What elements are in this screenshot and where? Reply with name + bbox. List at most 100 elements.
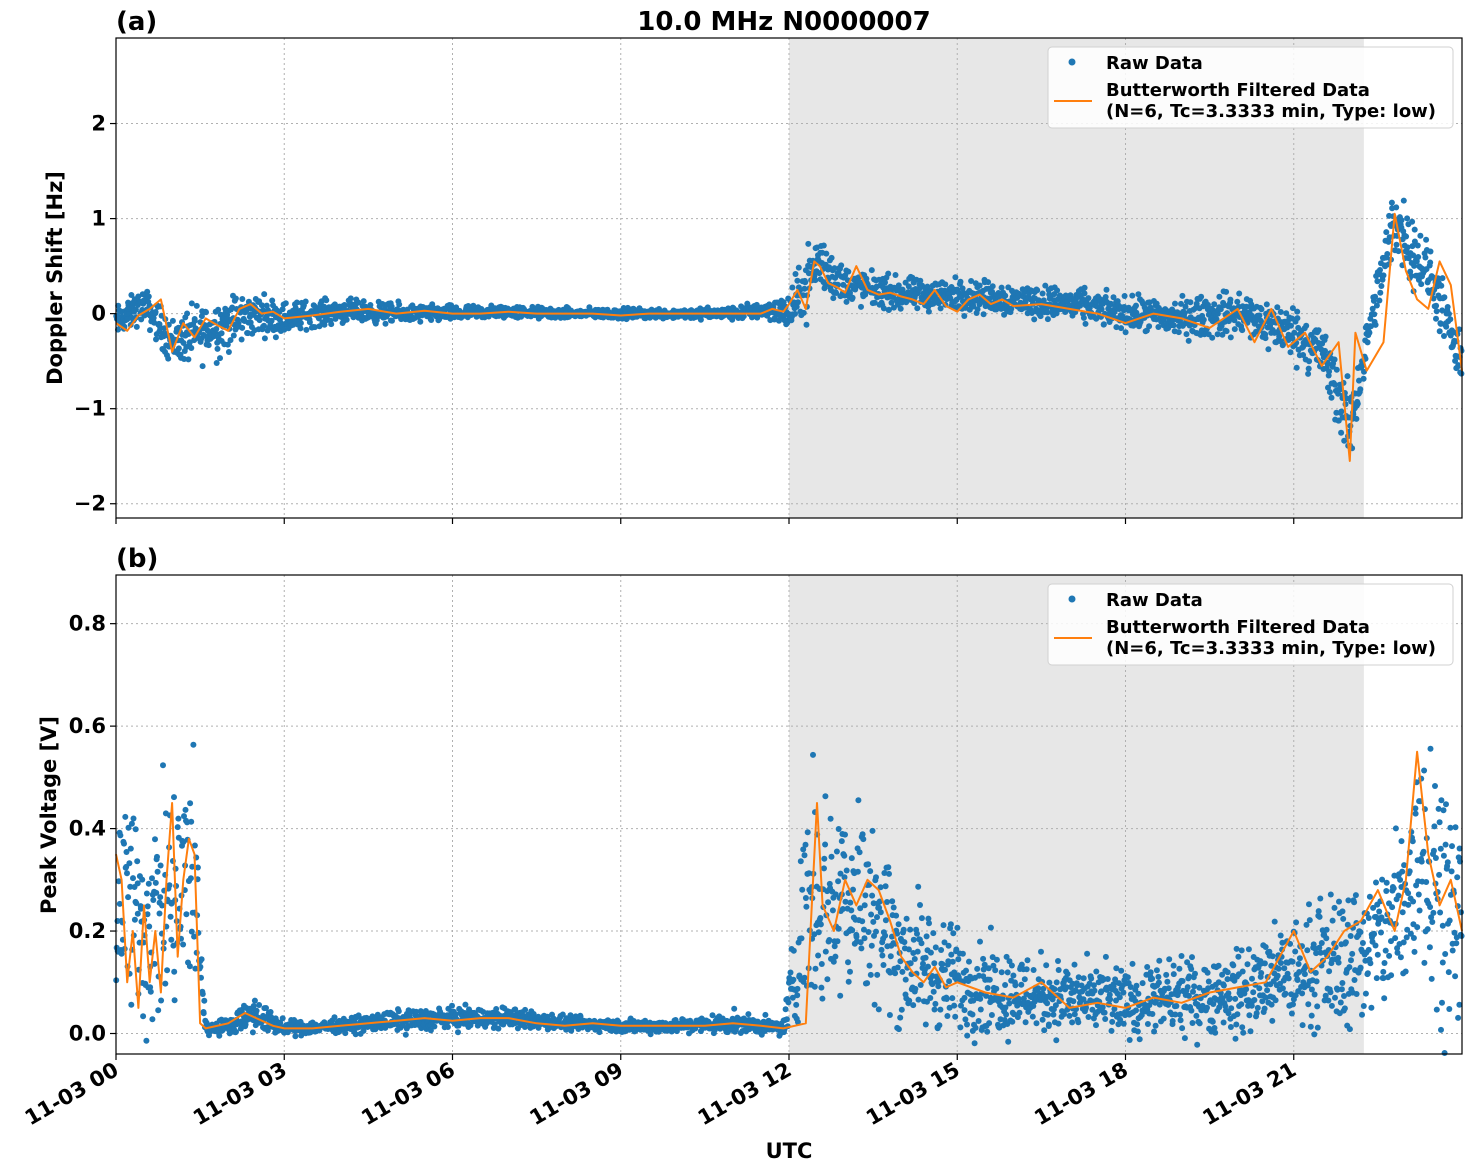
- raw-data-point: [1418, 281, 1425, 288]
- raw-data-point: [787, 969, 794, 976]
- raw-data-point: [431, 1023, 438, 1030]
- raw-data-point: [1053, 979, 1060, 986]
- raw-data-point: [1200, 316, 1207, 323]
- panel-a-legend: Raw Data Butterworth Filtered Data (N=6,…: [1047, 46, 1454, 129]
- raw-data-point: [1133, 1007, 1139, 1014]
- raw-data-point: [1046, 979, 1053, 986]
- raw-data-point: [854, 868, 861, 875]
- raw-data-point: [925, 963, 931, 970]
- raw-data-point: [1354, 400, 1361, 407]
- raw-data-point: [144, 903, 151, 910]
- raw-data-point: [1108, 1027, 1115, 1034]
- raw-data-point: [1215, 962, 1222, 969]
- raw-data-point: [892, 970, 899, 977]
- raw-data-point: [1121, 293, 1128, 299]
- raw-data-point: [803, 321, 810, 328]
- raw-data-point: [171, 968, 178, 975]
- raw-data-point: [1338, 408, 1345, 415]
- raw-data-point: [943, 996, 950, 1002]
- raw-data-point: [911, 956, 918, 962]
- raw-data-point: [1177, 1011, 1183, 1018]
- raw-data-point: [860, 836, 867, 843]
- y-tick-label: 2: [91, 112, 106, 136]
- y-tick-label: 1: [91, 207, 106, 231]
- raw-data-point: [1247, 1028, 1254, 1035]
- raw-data-point: [817, 915, 824, 921]
- raw-data-point: [596, 1029, 603, 1036]
- raw-data-point: [895, 282, 902, 289]
- raw-data-point: [910, 1002, 917, 1009]
- raw-data-point: [938, 947, 945, 953]
- raw-data-point: [905, 283, 912, 290]
- raw-data-point: [1315, 908, 1322, 915]
- raw-data-point: [230, 332, 237, 339]
- raw-data-point: [188, 818, 195, 825]
- panel-a-grid: [115, 38, 1462, 518]
- raw-data-point: [1002, 292, 1009, 299]
- raw-data-point: [818, 961, 825, 967]
- raw-data-point: [164, 967, 171, 974]
- raw-data-point: [865, 929, 872, 935]
- raw-data-point: [1146, 323, 1153, 330]
- raw-data-point: [917, 902, 923, 908]
- raw-data-point: [1307, 1023, 1314, 1030]
- raw-data-point: [1441, 294, 1448, 301]
- raw-data-point: [1038, 948, 1044, 955]
- raw-data-point: [258, 302, 265, 309]
- raw-data-point: [848, 907, 855, 914]
- raw-data-point: [780, 299, 787, 306]
- raw-data-point: [145, 880, 152, 887]
- raw-data-point: [989, 288, 996, 295]
- raw-data-point: [887, 953, 894, 960]
- raw-data-point: [1294, 977, 1301, 983]
- raw-data-point: [126, 860, 133, 867]
- raw-data-point: [260, 307, 267, 314]
- raw-data-point: [998, 284, 1005, 291]
- raw-data-point: [174, 824, 181, 831]
- raw-data-point: [323, 297, 330, 304]
- raw-data-point: [1265, 346, 1272, 353]
- raw-data-point: [188, 345, 195, 351]
- raw-data-point: [984, 1028, 991, 1035]
- raw-data-point: [969, 1011, 976, 1018]
- raw-data-point: [835, 878, 842, 885]
- raw-data-point: [1055, 958, 1061, 964]
- raw-data-point: [1185, 337, 1192, 344]
- raw-data-point: [198, 313, 205, 320]
- raw-data-point: [239, 296, 246, 302]
- raw-data-point: [150, 897, 157, 903]
- raw-data-point: [940, 922, 947, 929]
- raw-data-point: [1304, 947, 1311, 954]
- raw-data-point: [797, 858, 804, 865]
- raw-data-point: [187, 875, 194, 882]
- raw-data-point: [847, 899, 854, 906]
- raw-data-point: [1147, 969, 1154, 976]
- raw-data-point: [1338, 429, 1345, 436]
- raw-data-point: [959, 285, 966, 292]
- raw-data-point: [444, 1024, 451, 1030]
- raw-data-point: [1377, 267, 1383, 273]
- raw-data-point: [347, 295, 354, 302]
- raw-data-point: [932, 1000, 939, 1007]
- raw-data-point: [1134, 1021, 1141, 1028]
- raw-data-point: [1244, 961, 1251, 968]
- raw-data-point: [998, 969, 1005, 976]
- raw-data-point: [155, 1007, 162, 1014]
- raw-data-point: [1166, 956, 1173, 963]
- raw-data-point: [1075, 974, 1082, 981]
- raw-data-point: [157, 862, 164, 869]
- raw-data-point: [154, 868, 161, 875]
- raw-data-point: [986, 1020, 993, 1027]
- raw-data-point: [800, 309, 807, 316]
- raw-data-point: [918, 915, 925, 922]
- raw-data-point: [146, 923, 153, 930]
- raw-data-point: [1234, 298, 1241, 305]
- raw-data-point: [1282, 990, 1289, 997]
- raw-data-point: [1411, 226, 1418, 233]
- raw-data-point: [261, 291, 268, 298]
- raw-data-point: [945, 942, 952, 949]
- raw-data-point: [232, 295, 239, 302]
- raw-data-point: [1299, 990, 1306, 997]
- raw-data-point: [907, 926, 914, 933]
- raw-data-point: [1433, 302, 1440, 309]
